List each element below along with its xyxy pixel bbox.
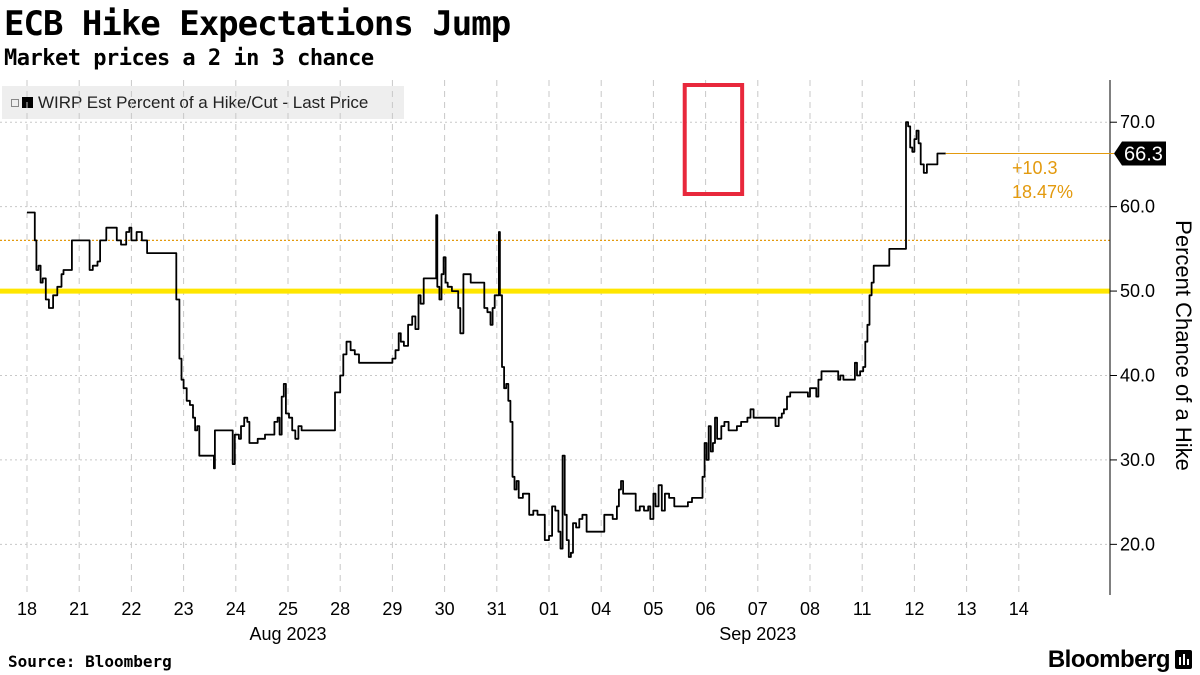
x-tick-label: 23 <box>174 599 194 619</box>
x-tick-label: 04 <box>591 599 611 619</box>
x-month-label: Sep 2023 <box>719 624 796 644</box>
y-tick-label: 40.0 <box>1120 365 1155 385</box>
x-tick-label: 25 <box>278 599 298 619</box>
source-note: Source: Bloomberg <box>8 652 172 671</box>
last-price-label: 66.3 <box>1124 143 1163 165</box>
x-tick-label: 06 <box>696 599 716 619</box>
x-tick-label: 08 <box>800 599 820 619</box>
x-tick-label: 28 <box>330 599 350 619</box>
x-tick-label: 29 <box>382 599 402 619</box>
x-tick-label: 30 <box>435 599 455 619</box>
x-tick-label: 05 <box>643 599 663 619</box>
change-pct-label: 18.47% <box>1012 182 1073 202</box>
x-tick-label: 11 <box>853 599 872 619</box>
y-tick-label: 20.0 <box>1120 534 1155 554</box>
x-tick-label: 01 <box>539 599 559 619</box>
highlight-box <box>682 83 745 196</box>
legend[interactable]: WIRP Est Percent of a Hike/Cut - Last Pr… <box>2 86 404 119</box>
legend-expand-icon[interactable] <box>11 98 19 107</box>
legend-label: WIRP Est Percent of a Hike/Cut - Last Pr… <box>38 92 369 112</box>
x-tick-label: 14 <box>1009 599 1029 619</box>
brand-logo: Bloomberg <box>1047 646 1171 673</box>
y-tick-label: 50.0 <box>1120 281 1155 301</box>
x-tick-label: 31 <box>487 599 507 619</box>
chart-subtitle: Market prices a 2 in 3 chance <box>4 46 374 71</box>
last-price-tag <box>1114 141 1166 166</box>
y-tick-label: 30.0 <box>1120 450 1155 470</box>
x-tick-label: 18 <box>17 599 37 619</box>
x-tick-label: 22 <box>121 599 141 619</box>
series-line <box>27 121 946 558</box>
y-tick-label: 70.0 <box>1120 112 1155 132</box>
chart-title: ECB Hike Expectations Jump <box>4 4 511 44</box>
x-month-label: Aug 2023 <box>249 624 326 644</box>
y-tick-label: 60.0 <box>1120 197 1155 217</box>
x-tick-label: 07 <box>748 599 768 619</box>
change-abs-label: +10.3 <box>1012 158 1058 178</box>
bloomberg-terminal-icon <box>1175 650 1192 669</box>
x-tick-label: 12 <box>904 599 924 619</box>
x-tick-label: 13 <box>957 599 977 619</box>
y-axis-title: Percent Chance of a Hike <box>1171 220 1196 471</box>
x-tick-label: 24 <box>226 599 246 619</box>
x-tick-label: 21 <box>69 599 89 619</box>
